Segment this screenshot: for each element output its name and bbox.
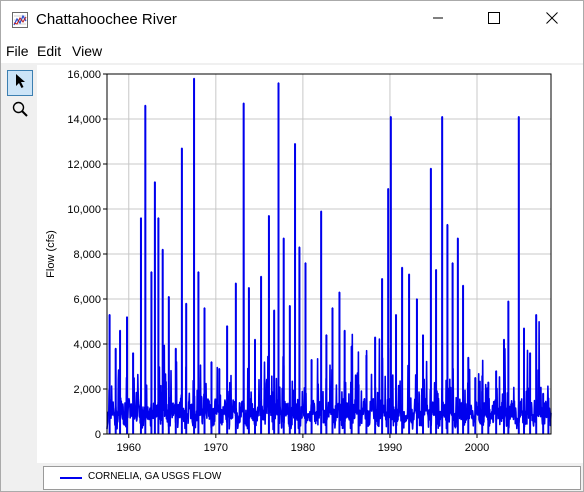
legend-swatch [60, 477, 82, 479]
y-tick-label: 2,000 [73, 384, 101, 396]
series-layer [106, 77, 552, 434]
legend[interactable]: CORNELIA, GA USGS FLOW [43, 466, 581, 490]
y-tick-label: 0 [95, 429, 101, 441]
tool-palette [5, 68, 35, 463]
x-tick-label: 1990 [378, 442, 402, 454]
title-bar[interactable]: Chattahoochee River [1, 1, 583, 39]
y-axis-ticks: 0 2,000 4,000 6,000 8,000 10,000 12,000 14,000 1… [67, 69, 107, 441]
y-tick-label: 16,000 [67, 69, 101, 81]
zoom-tool-button[interactable] [7, 98, 33, 124]
menu-view[interactable]: View [72, 43, 103, 59]
y-tick-label: 12,000 [67, 159, 101, 171]
close-button[interactable] [529, 1, 575, 39]
plot-panel: 0 2,000 4,000 6,000 8,000 10,000 12,000 14,000 1… [37, 65, 583, 463]
pointer-tool-button[interactable] [7, 70, 33, 96]
pointer-arrow-icon [13, 73, 27, 94]
menu-edit[interactable]: Edit [37, 43, 62, 59]
y-tick-label: 10,000 [67, 204, 101, 216]
x-axis-ticks: 1960 1970 1980 1990 2000 [117, 434, 489, 454]
zoom-magnifier-icon [12, 101, 28, 122]
y-tick-label: 4,000 [73, 339, 101, 351]
x-tick-label: 2000 [465, 442, 489, 454]
x-tick-label: 1960 [117, 442, 141, 454]
minimize-icon [432, 11, 444, 29]
x-tick-label: 1980 [291, 442, 315, 454]
chart-app-icon [12, 12, 28, 28]
y-tick-label: 6,000 [73, 294, 101, 306]
menu-bar: File Edit View [1, 39, 583, 63]
gridlines [107, 73, 551, 435]
y-axis-label: Flow (cfs) [45, 230, 57, 278]
close-icon [546, 11, 558, 29]
maximize-button[interactable] [471, 1, 517, 39]
y-tick-label: 14,000 [67, 114, 101, 126]
legend-label: CORNELIA, GA USGS FLOW [88, 471, 222, 482]
maximize-icon [488, 11, 500, 29]
y-tick-label: 8,000 [73, 249, 101, 261]
menu-file[interactable]: File [6, 43, 29, 59]
minimize-button[interactable] [415, 1, 461, 39]
flow-chart[interactable]: 0 2,000 4,000 6,000 8,000 10,000 12,000 14,000 1… [37, 65, 583, 463]
window-title: Chattahoochee River [36, 11, 177, 28]
x-tick-label: 1970 [204, 442, 228, 454]
